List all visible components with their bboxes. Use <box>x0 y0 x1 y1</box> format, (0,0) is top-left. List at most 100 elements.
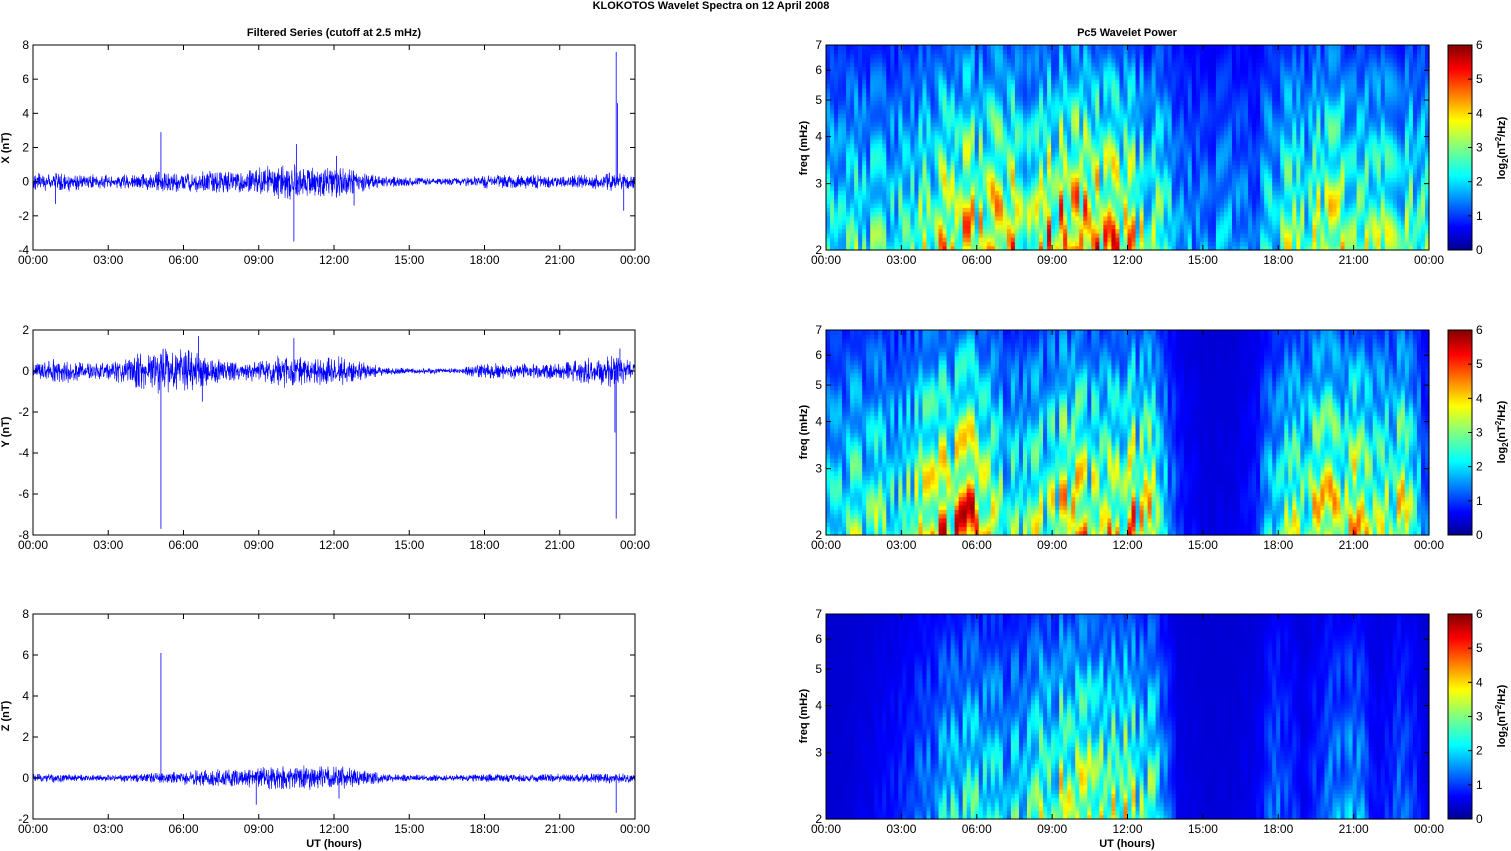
power-cell <box>1039 160 1044 165</box>
power-cell <box>1059 152 1064 157</box>
power-cell <box>890 173 895 178</box>
power-cell <box>1067 203 1072 208</box>
power-cell <box>1091 96 1096 101</box>
power-cell <box>1071 88 1076 93</box>
power-cell <box>1136 233 1141 238</box>
power-cell <box>1119 212 1124 217</box>
power-cell <box>939 88 944 93</box>
power-cell <box>1039 143 1044 148</box>
power-cell <box>838 79 843 84</box>
power-cell <box>1075 75 1080 80</box>
power-cell <box>963 212 968 217</box>
power-cell <box>1132 45 1137 50</box>
power-cell <box>1023 207 1028 212</box>
power-cell <box>1176 130 1181 135</box>
power-cell <box>963 190 968 195</box>
power-cell <box>1027 88 1032 93</box>
power-cell <box>999 169 1004 174</box>
power-cell <box>1079 156 1084 161</box>
power-cell <box>1027 186 1032 191</box>
power-cell <box>1192 182 1197 187</box>
power-cell <box>1055 182 1060 187</box>
power-cell <box>1128 203 1133 208</box>
power-cell <box>842 96 847 101</box>
power-cell <box>1184 75 1189 80</box>
power-cell <box>979 203 984 208</box>
power-cell <box>886 58 891 63</box>
power-cell <box>1180 186 1185 191</box>
power-cell <box>999 113 1004 118</box>
power-cell <box>1144 126 1149 131</box>
power-cell <box>1196 216 1201 221</box>
power-cell <box>1019 233 1024 238</box>
power-cell <box>1059 241 1064 246</box>
power-cell <box>967 143 972 148</box>
power-cell <box>983 212 988 217</box>
power-cell <box>1119 71 1124 76</box>
power-cell <box>846 199 851 204</box>
power-cell <box>1212 165 1217 170</box>
power-cell <box>1115 190 1120 195</box>
power-cell <box>955 173 960 178</box>
power-cell <box>1039 92 1044 97</box>
power-cell <box>1071 190 1076 195</box>
power-cell <box>842 75 847 80</box>
power-cell <box>854 88 859 93</box>
power-cell <box>1224 169 1229 174</box>
power-cell <box>1019 216 1024 221</box>
power-cell <box>854 96 859 101</box>
power-cell <box>902 152 907 157</box>
power-cell <box>1196 169 1201 174</box>
power-cell <box>1023 88 1028 93</box>
power-cell <box>1132 190 1137 195</box>
power-cell <box>890 92 895 97</box>
power-cell <box>874 113 879 118</box>
power-cell <box>894 143 899 148</box>
power-cell <box>1200 130 1205 135</box>
power-cell <box>906 126 911 131</box>
power-cell <box>1079 75 1084 80</box>
power-cell <box>1075 96 1080 101</box>
power-cell <box>1196 105 1201 110</box>
power-cell <box>1015 71 1020 76</box>
power-cell <box>1047 241 1052 246</box>
power-cell <box>830 83 835 88</box>
power-cell <box>1075 237 1080 242</box>
power-cell <box>1019 177 1024 182</box>
power-cell <box>1107 194 1112 199</box>
power-cell <box>1011 66 1016 71</box>
power-cell <box>1095 212 1100 217</box>
power-cell <box>935 88 940 93</box>
power-cell <box>914 199 919 204</box>
power-cell <box>1039 224 1044 229</box>
power-cell <box>967 220 972 225</box>
power-cell <box>1019 130 1024 135</box>
power-cell <box>870 241 875 246</box>
power-cell <box>918 160 923 165</box>
power-cell <box>1095 241 1100 246</box>
power-cell <box>967 45 972 50</box>
power-cell <box>1035 75 1040 80</box>
power-cell <box>1132 182 1137 187</box>
power-cell <box>1007 156 1012 161</box>
power-cell <box>1119 83 1124 88</box>
power-cell <box>1168 122 1173 127</box>
power-cell <box>931 237 936 242</box>
power-cell <box>842 101 847 106</box>
power-cell <box>922 71 927 76</box>
power-cell <box>922 203 927 208</box>
power-cell <box>1003 139 1008 144</box>
power-cell <box>959 105 964 110</box>
power-cell <box>1015 216 1020 221</box>
power-cell <box>1208 186 1213 191</box>
power-cell <box>850 83 855 88</box>
power-cell <box>870 113 875 118</box>
power-cell <box>1119 160 1124 165</box>
power-cell <box>967 96 972 101</box>
power-cell <box>995 212 1000 217</box>
power-cell <box>935 118 940 123</box>
power-cell <box>975 165 980 170</box>
power-cell <box>1156 169 1161 174</box>
power-cell <box>1087 241 1092 246</box>
power-cell <box>922 152 927 157</box>
